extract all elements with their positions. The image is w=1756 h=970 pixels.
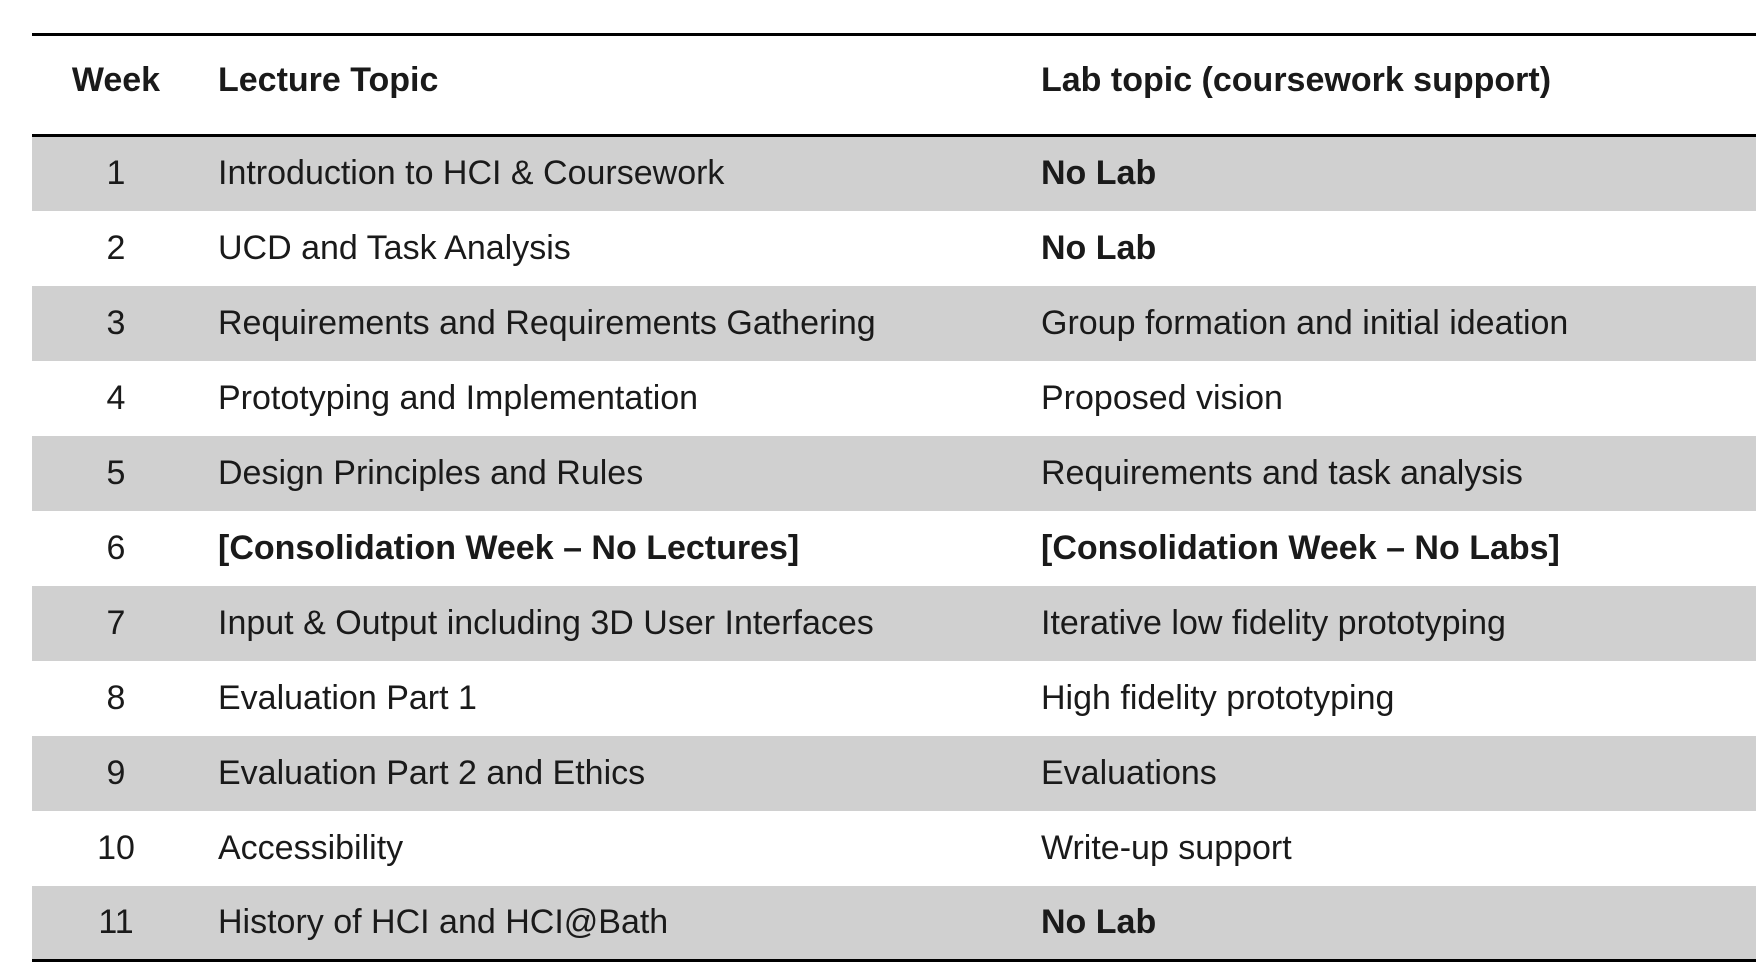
- table-row: 6 [Consolidation Week – No Lectures] [Co…: [32, 511, 1756, 586]
- lecture-topic: Introduction to HCI & Coursework: [206, 136, 1041, 211]
- lecture-topic: Accessibility: [206, 811, 1041, 886]
- week-number: 10: [32, 811, 206, 886]
- lecture-topic: UCD and Task Analysis: [206, 211, 1041, 286]
- table-row: 1 Introduction to HCI & Coursework No La…: [32, 136, 1756, 211]
- table-row: 9 Evaluation Part 2 and Ethics Evaluatio…: [32, 736, 1756, 811]
- table-row: 5 Design Principles and Rules Requiremen…: [32, 436, 1756, 511]
- lab-topic: [Consolidation Week – No Labs]: [1041, 511, 1756, 586]
- lecture-topic: History of HCI and HCI@Bath: [206, 886, 1041, 961]
- table-body: 1 Introduction to HCI & Coursework No La…: [32, 136, 1756, 961]
- week-number: 1: [32, 136, 206, 211]
- lab-topic-column-header: Lab topic (coursework support): [1041, 35, 1756, 136]
- lecture-topic: Prototyping and Implementation: [206, 361, 1041, 436]
- table-row: 3 Requirements and Requirements Gatherin…: [32, 286, 1756, 361]
- lecture-topic: Evaluation Part 2 and Ethics: [206, 736, 1041, 811]
- lecture-topic: Design Principles and Rules: [206, 436, 1041, 511]
- week-number: 3: [32, 286, 206, 361]
- lab-topic: No Lab: [1041, 886, 1756, 961]
- table-row: 8 Evaluation Part 1 High fidelity protot…: [32, 661, 1756, 736]
- week-number: 8: [32, 661, 206, 736]
- table-row: 10 Accessibility Write-up support: [32, 811, 1756, 886]
- week-number: 6: [32, 511, 206, 586]
- table-row: 7 Input & Output including 3D User Inter…: [32, 586, 1756, 661]
- table-header: Week Lecture Topic Lab topic (coursework…: [32, 35, 1756, 136]
- week-number: 5: [32, 436, 206, 511]
- week-number: 11: [32, 886, 206, 961]
- lab-topic: Group formation and initial ideation: [1041, 286, 1756, 361]
- lab-topic: Evaluations: [1041, 736, 1756, 811]
- lecture-topic: [Consolidation Week – No Lectures]: [206, 511, 1041, 586]
- lab-topic: Proposed vision: [1041, 361, 1756, 436]
- lecture-topic: Evaluation Part 1: [206, 661, 1041, 736]
- lecture-topic: Input & Output including 3D User Interfa…: [206, 586, 1041, 661]
- week-number: 7: [32, 586, 206, 661]
- header-row: Week Lecture Topic Lab topic (coursework…: [32, 35, 1756, 136]
- course-schedule-table: Week Lecture Topic Lab topic (coursework…: [32, 33, 1756, 962]
- week-number: 2: [32, 211, 206, 286]
- table-row: 2 UCD and Task Analysis No Lab: [32, 211, 1756, 286]
- lab-topic: High fidelity prototyping: [1041, 661, 1756, 736]
- lab-topic: Write-up support: [1041, 811, 1756, 886]
- week-column-header: Week: [32, 35, 206, 136]
- lab-topic: No Lab: [1041, 211, 1756, 286]
- week-number: 4: [32, 361, 206, 436]
- lecture-topic-column-header: Lecture Topic: [206, 35, 1041, 136]
- lab-topic: Iterative low fidelity prototyping: [1041, 586, 1756, 661]
- table-row: 4 Prototyping and Implementation Propose…: [32, 361, 1756, 436]
- lab-topic: Requirements and task analysis: [1041, 436, 1756, 511]
- lecture-topic: Requirements and Requirements Gathering: [206, 286, 1041, 361]
- table-row: 11 History of HCI and HCI@Bath No Lab: [32, 886, 1756, 961]
- lab-topic: No Lab: [1041, 136, 1756, 211]
- week-number: 9: [32, 736, 206, 811]
